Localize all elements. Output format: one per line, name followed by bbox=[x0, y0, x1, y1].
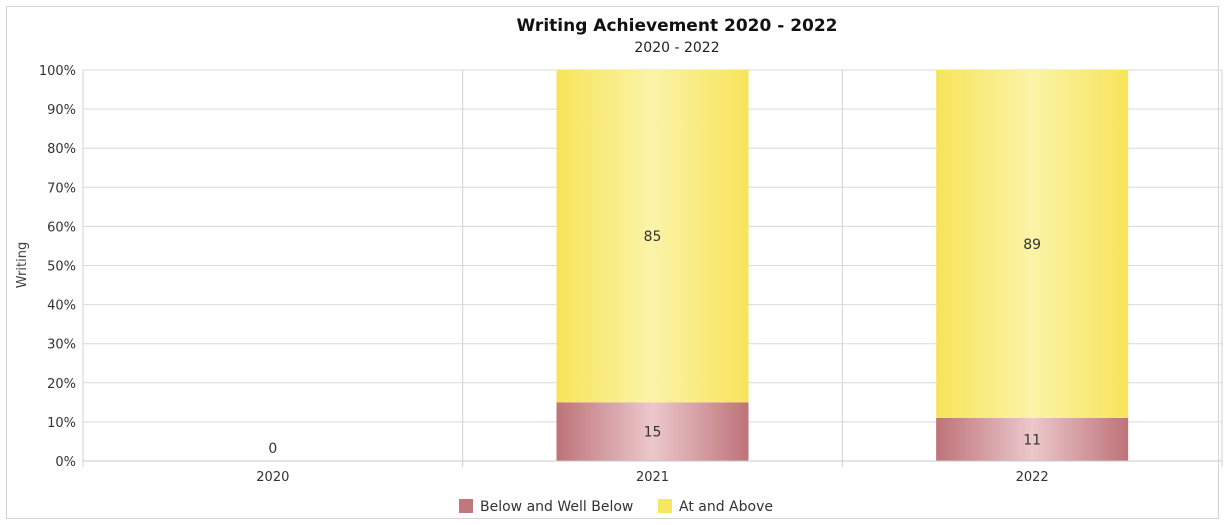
data-label: 89 bbox=[1023, 237, 1041, 253]
data-label: 85 bbox=[644, 229, 662, 245]
data-label: 0 bbox=[268, 441, 277, 457]
axis-layer: 0% 10% 20% 30% 40% 50% 60% 70% 80% 90% 100% 2020 202… bbox=[39, 64, 1222, 485]
legend-swatch-below[interactable] bbox=[459, 499, 473, 513]
x-tick-label: 2022 bbox=[1016, 470, 1049, 485]
bar-segment-above bbox=[936, 70, 1129, 418]
x-tick-label: 2021 bbox=[636, 470, 669, 485]
legend: Below and Well Below At and Above bbox=[459, 499, 773, 515]
y-tick-label: 0% bbox=[55, 455, 76, 470]
y-tick-label: 10% bbox=[47, 416, 76, 431]
legend-label-above[interactable]: At and Above bbox=[679, 499, 773, 515]
y-tick-label: 60% bbox=[47, 220, 76, 235]
x-tick-label: 2020 bbox=[256, 470, 289, 485]
data-label: 11 bbox=[1023, 432, 1041, 448]
y-tick-label: 70% bbox=[47, 181, 76, 196]
y-axis-title: Writing bbox=[15, 242, 30, 288]
y-tick-label: 20% bbox=[47, 377, 76, 392]
data-label-layer: 0 15 85 11 89 bbox=[268, 229, 1041, 457]
bar-segment-above bbox=[556, 70, 749, 403]
bar-segment-below bbox=[556, 402, 749, 461]
legend-label-below[interactable]: Below and Well Below bbox=[480, 499, 633, 515]
bar-segment-below bbox=[936, 417, 1129, 461]
data-label: 15 bbox=[644, 425, 662, 441]
bar-layer bbox=[556, 70, 1129, 461]
chart-frame bbox=[6, 6, 1219, 519]
legend-swatch-above[interactable] bbox=[658, 499, 672, 513]
y-tick-label: 80% bbox=[47, 142, 76, 157]
y-tick-label: 50% bbox=[47, 260, 76, 275]
y-tick-label: 100% bbox=[39, 64, 76, 79]
chart-subtitle: 2020 - 2022 bbox=[634, 40, 719, 56]
chart-title: Writing Achievement 2020 - 2022 bbox=[516, 16, 837, 36]
y-tick-label: 40% bbox=[47, 299, 76, 314]
y-tick-label: 90% bbox=[47, 103, 76, 118]
y-tick-label: 30% bbox=[47, 338, 76, 353]
